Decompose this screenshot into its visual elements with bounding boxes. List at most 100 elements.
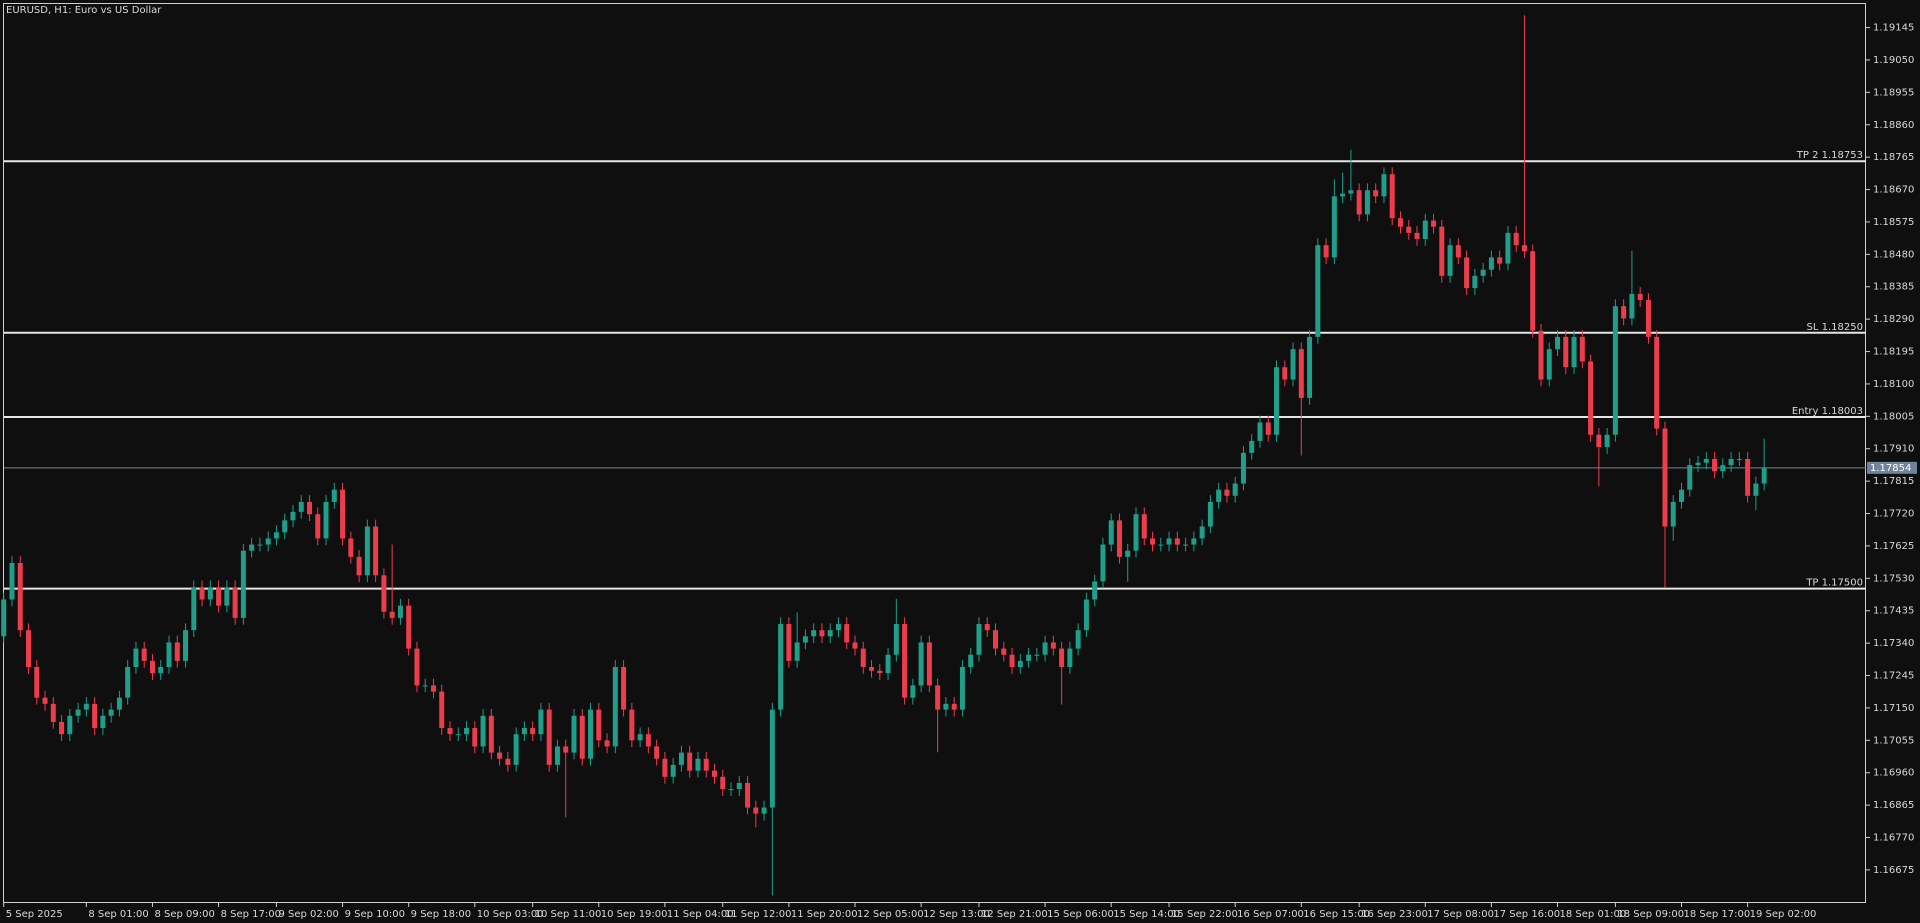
candle-body bbox=[447, 728, 453, 735]
candle-body bbox=[240, 550, 246, 618]
x-tick-label: 15 Sep 14:00 bbox=[1113, 909, 1180, 920]
candle-body bbox=[530, 728, 536, 735]
candle-body bbox=[1224, 489, 1230, 496]
candle-body bbox=[1315, 245, 1321, 337]
candle-body bbox=[191, 587, 197, 631]
candle-body bbox=[1116, 520, 1122, 557]
y-tick-label: 1.16770 bbox=[1873, 833, 1914, 844]
candle-body bbox=[1670, 501, 1676, 527]
candle-body bbox=[1075, 630, 1081, 649]
candle-body bbox=[1100, 544, 1106, 582]
candle-body bbox=[819, 630, 825, 637]
candle-body bbox=[1307, 336, 1313, 398]
y-tick-label: 1.17530 bbox=[1873, 573, 1914, 584]
candle-body bbox=[1604, 434, 1610, 448]
candle-body bbox=[1389, 174, 1395, 219]
candle-body bbox=[1381, 174, 1387, 197]
candle-body bbox=[373, 526, 379, 576]
candle-body bbox=[563, 746, 569, 753]
candle-body bbox=[1447, 245, 1453, 276]
candle-body bbox=[1017, 660, 1023, 668]
candle-body bbox=[265, 538, 271, 545]
candle-body bbox=[1001, 648, 1007, 655]
candle-body bbox=[1150, 538, 1156, 545]
y-tick-label: 1.19145 bbox=[1873, 23, 1914, 34]
y-tick-label: 1.17910 bbox=[1873, 444, 1914, 455]
candle-body bbox=[1687, 465, 1693, 490]
y-tick-label: 1.17340 bbox=[1873, 638, 1914, 649]
candle-body bbox=[9, 562, 15, 600]
candle-body bbox=[811, 630, 817, 637]
candle-body bbox=[1067, 648, 1073, 668]
candle-body bbox=[389, 611, 395, 618]
candle-body bbox=[282, 520, 288, 533]
x-tick-label: 17 Sep 16:00 bbox=[1493, 909, 1560, 920]
x-tick-label: 9 Sep 18:00 bbox=[411, 909, 471, 920]
x-tick-label: 10 Sep 11:00 bbox=[535, 909, 602, 920]
candle-body bbox=[629, 709, 635, 741]
candle-body bbox=[1207, 501, 1213, 527]
y-tick-label: 1.16865 bbox=[1873, 800, 1914, 811]
candle-body bbox=[835, 624, 841, 631]
candle-body bbox=[1406, 226, 1412, 233]
candle-body bbox=[1464, 257, 1470, 289]
candle-body bbox=[852, 642, 858, 649]
candle-body bbox=[612, 667, 618, 747]
candle-body bbox=[1059, 648, 1065, 668]
candle-body bbox=[505, 758, 511, 765]
y-tick-label: 1.16960 bbox=[1873, 768, 1914, 779]
candle-body bbox=[174, 642, 180, 661]
candle-body bbox=[1183, 544, 1189, 546]
candle-body bbox=[1232, 483, 1238, 496]
candle-body bbox=[794, 642, 800, 661]
candle-body bbox=[480, 715, 486, 747]
y-tick-label: 1.17245 bbox=[1873, 671, 1914, 682]
candle-body bbox=[1331, 196, 1337, 258]
candle-body bbox=[83, 703, 89, 710]
candle-body bbox=[802, 636, 808, 643]
candle-body bbox=[1596, 434, 1602, 448]
candle-body bbox=[1488, 257, 1494, 270]
candle-body bbox=[1695, 462, 1701, 466]
candle-body bbox=[216, 587, 222, 606]
candle-body bbox=[1678, 489, 1684, 502]
candle-body bbox=[959, 667, 965, 710]
candle-body bbox=[1083, 599, 1089, 631]
candle-body bbox=[17, 562, 23, 631]
candle-body bbox=[232, 587, 238, 618]
y-tick-label: 1.18100 bbox=[1873, 379, 1914, 390]
chart-title: EURUSD, H1: Euro vs US Dollar bbox=[6, 5, 162, 16]
candle-body bbox=[141, 648, 147, 661]
x-tick-label: 16 Sep 15:00 bbox=[1303, 909, 1370, 920]
candle-body bbox=[604, 740, 610, 747]
candle-body bbox=[1497, 257, 1503, 264]
candle-body bbox=[546, 709, 552, 765]
candle-body bbox=[397, 605, 403, 618]
candle-body bbox=[273, 532, 279, 539]
x-tick-label: 12 Sep 05:00 bbox=[857, 909, 924, 920]
candle-body bbox=[1612, 306, 1618, 435]
y-tick-label: 1.17435 bbox=[1873, 606, 1914, 617]
candle-body bbox=[1654, 336, 1660, 429]
level-label: TP 2 1.18753 bbox=[1796, 150, 1863, 161]
y-tick-label: 1.17625 bbox=[1873, 541, 1914, 552]
y-tick-label: 1.18195 bbox=[1873, 347, 1914, 358]
candle-body bbox=[1720, 465, 1726, 472]
x-tick-label: 17 Sep 08:00 bbox=[1427, 909, 1494, 920]
candle-body bbox=[1323, 245, 1329, 258]
candle-body bbox=[662, 758, 668, 777]
x-tick-label: 19 Sep 02:00 bbox=[1750, 909, 1817, 920]
x-tick-label: 11 Sep 12:00 bbox=[725, 909, 792, 920]
candle-body bbox=[1414, 232, 1420, 239]
candle-body bbox=[158, 667, 164, 674]
candle-body bbox=[1042, 642, 1048, 655]
price-tag bbox=[1867, 461, 1917, 474]
y-tick-label: 1.16675 bbox=[1873, 865, 1914, 876]
candle-body bbox=[1, 599, 7, 637]
candle-body bbox=[521, 728, 527, 735]
candle-body bbox=[249, 544, 255, 551]
candle-body bbox=[728, 789, 734, 791]
y-tick-label: 1.18575 bbox=[1873, 217, 1914, 228]
